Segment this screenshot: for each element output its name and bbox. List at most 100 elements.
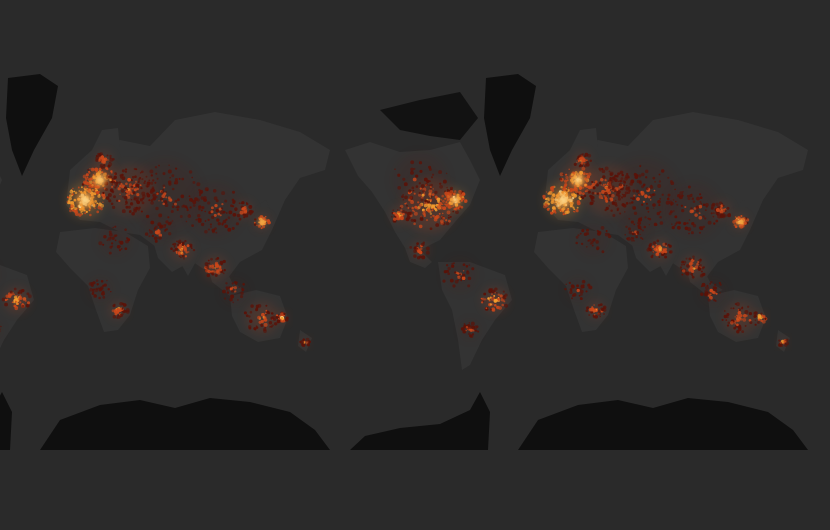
- heat-point: [782, 342, 785, 345]
- heat-point: [451, 262, 454, 265]
- heat-point: [140, 170, 144, 174]
- heat-point: [114, 172, 118, 176]
- heat-point: [265, 309, 268, 312]
- heat-point: [148, 229, 151, 231]
- heat-point: [150, 199, 154, 202]
- heat-point: [644, 195, 648, 199]
- heat-point: [422, 210, 426, 214]
- heat-point: [605, 206, 609, 211]
- antarctica-landmass: [518, 398, 808, 450]
- heat-point: [687, 227, 692, 232]
- heat-point: [134, 198, 138, 201]
- heat-point: [115, 199, 119, 202]
- heat-point: [439, 184, 443, 189]
- heat-point: [436, 205, 441, 210]
- heat-point: [97, 152, 100, 156]
- heat-point: [108, 194, 110, 196]
- heat-point: [143, 181, 146, 185]
- heat-point: [719, 215, 723, 219]
- heat-point: [462, 273, 466, 277]
- north-america-landmass: [0, 176, 2, 185]
- heat-point: [222, 272, 225, 275]
- heat-point: [696, 262, 699, 266]
- heat-point: [720, 204, 724, 208]
- heat-point: [176, 208, 179, 211]
- heat-point: [214, 273, 218, 277]
- heat-point: [245, 314, 249, 318]
- heat-point: [492, 296, 495, 299]
- heat-point: [691, 275, 695, 279]
- heat-point: [414, 205, 418, 209]
- heat-point: [231, 289, 234, 293]
- heat-point: [155, 206, 159, 211]
- heat-point: [192, 200, 197, 205]
- heat-point: [260, 227, 263, 230]
- heat-point: [186, 208, 189, 212]
- heat-point: [405, 202, 408, 204]
- heat-point: [710, 281, 713, 284]
- heat-point: [601, 308, 605, 312]
- heat-point: [211, 215, 215, 219]
- heat-point: [151, 186, 155, 189]
- heat-point: [572, 191, 575, 194]
- heat-point: [123, 186, 128, 190]
- heat-point: [686, 194, 690, 198]
- heat-point: [155, 195, 158, 199]
- heat-point: [760, 312, 763, 315]
- heat-point: [400, 215, 404, 220]
- heat-point: [552, 211, 554, 214]
- heat-point: [608, 170, 611, 173]
- heat-point: [638, 193, 641, 196]
- heat-point: [640, 228, 642, 231]
- heat-point: [174, 247, 178, 252]
- heat-point: [435, 223, 440, 227]
- heat-point: [643, 225, 647, 229]
- heat-point: [181, 253, 184, 255]
- heat-point: [474, 329, 477, 332]
- heat-point: [667, 176, 670, 179]
- heat-point: [271, 312, 273, 314]
- heat-point: [215, 199, 219, 203]
- heat-point: [733, 326, 737, 330]
- heat-point: [585, 159, 588, 162]
- heat-point: [92, 189, 94, 191]
- heat-point: [721, 208, 726, 213]
- heat-point: [119, 175, 123, 179]
- heat-point: [141, 201, 145, 205]
- heat-point: [588, 285, 593, 290]
- heat-point: [174, 199, 178, 203]
- heat-point: [442, 216, 446, 220]
- heat-point: [551, 195, 553, 197]
- heat-point: [96, 283, 99, 286]
- heat-point: [580, 161, 584, 165]
- heat-point: [260, 323, 264, 327]
- heat-point: [683, 260, 687, 264]
- heat-point: [638, 174, 642, 178]
- heat-point: [580, 242, 584, 246]
- heat-point: [78, 213, 82, 217]
- heat-point: [433, 207, 436, 209]
- heat-point: [721, 318, 724, 321]
- heat-point: [238, 202, 241, 205]
- heat-point: [173, 245, 176, 248]
- heat-point: [616, 174, 619, 178]
- heat-point: [606, 188, 610, 192]
- heat-point: [404, 211, 408, 214]
- heat-point: [237, 299, 239, 301]
- world-copy-1: [6, 74, 512, 450]
- heat-point: [785, 338, 789, 342]
- heat-point: [700, 292, 704, 297]
- heat-point: [112, 315, 117, 319]
- heat-point: [737, 312, 740, 316]
- heat-point: [407, 211, 412, 216]
- heat-point: [301, 343, 306, 347]
- heat-point: [249, 319, 253, 324]
- heat-point: [604, 232, 609, 237]
- heat-point: [108, 251, 112, 255]
- heat-point: [249, 310, 253, 314]
- heat-point: [155, 239, 158, 243]
- heat-point: [702, 225, 705, 228]
- heat-point: [442, 206, 447, 211]
